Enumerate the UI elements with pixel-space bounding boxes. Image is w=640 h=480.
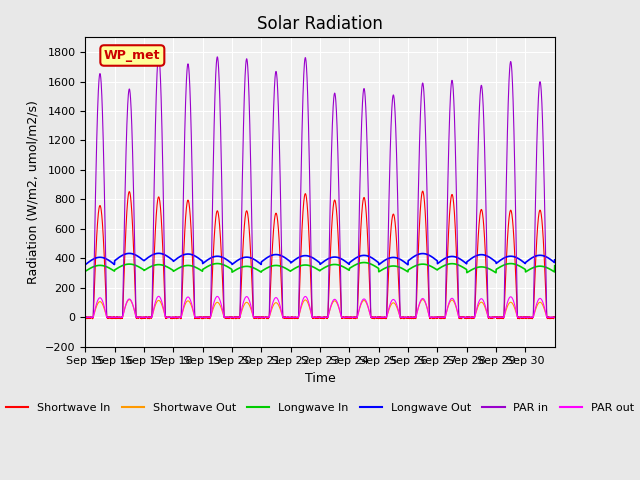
- Title: Solar Radiation: Solar Radiation: [257, 15, 383, 33]
- Longwave Out: [129, 251, 136, 257]
- PAR out: [81, 314, 89, 320]
- Longwave In: [81, 268, 89, 274]
- PAR in: [155, 53, 163, 59]
- Longwave In: [360, 260, 368, 265]
- Longwave Out: [404, 262, 412, 268]
- Line: Shortwave In: Shortwave In: [85, 191, 555, 319]
- Longwave Out: [461, 260, 469, 265]
- Longwave In: [230, 268, 237, 274]
- Line: Longwave In: Longwave In: [85, 263, 555, 273]
- PAR in: [545, 314, 552, 320]
- Shortwave In: [461, 315, 469, 321]
- Shortwave Out: [488, 314, 495, 320]
- Shortwave Out: [81, 314, 89, 320]
- PAR out: [129, 300, 136, 306]
- Shortwave In: [551, 314, 559, 320]
- Line: Shortwave Out: Shortwave Out: [85, 300, 555, 317]
- Longwave In: [129, 262, 136, 267]
- Longwave Out: [545, 255, 552, 261]
- PAR out: [545, 314, 552, 320]
- PAR out: [155, 293, 163, 299]
- PAR in: [551, 314, 559, 320]
- Longwave In: [461, 265, 468, 271]
- Shortwave Out: [348, 314, 355, 320]
- Longwave Out: [155, 251, 163, 256]
- Shortwave Out: [461, 314, 468, 320]
- Longwave In: [488, 267, 495, 273]
- PAR out: [230, 314, 237, 320]
- Shortwave Out: [230, 314, 237, 320]
- Longwave Out: [81, 262, 89, 267]
- Shortwave In: [129, 216, 136, 222]
- Longwave In: [492, 270, 500, 276]
- Longwave In: [551, 263, 559, 269]
- Shortwave In: [419, 188, 426, 194]
- Y-axis label: Radiation (W/m2, umol/m2/s): Radiation (W/m2, umol/m2/s): [26, 100, 40, 284]
- PAR out: [461, 314, 468, 320]
- Longwave Out: [551, 257, 559, 263]
- Longwave Out: [348, 258, 356, 264]
- X-axis label: Time: Time: [305, 372, 335, 385]
- Shortwave Out: [551, 314, 559, 320]
- Shortwave In: [371, 316, 378, 322]
- PAR in: [348, 314, 356, 320]
- PAR in: [488, 314, 495, 320]
- PAR in: [230, 314, 237, 320]
- Shortwave In: [81, 315, 89, 321]
- Shortwave In: [348, 314, 355, 320]
- Shortwave Out: [545, 314, 552, 320]
- Longwave Out: [488, 256, 495, 262]
- Longwave Out: [230, 260, 237, 266]
- PAR in: [81, 314, 89, 320]
- Shortwave Out: [419, 297, 426, 302]
- PAR out: [348, 314, 356, 320]
- PAR out: [488, 314, 495, 320]
- Shortwave In: [230, 315, 237, 321]
- Longwave In: [348, 264, 355, 270]
- Line: PAR out: PAR out: [85, 296, 555, 317]
- Shortwave In: [545, 315, 552, 321]
- Longwave In: [545, 265, 552, 271]
- Line: PAR in: PAR in: [85, 56, 555, 317]
- Shortwave In: [488, 315, 495, 321]
- PAR in: [461, 314, 468, 320]
- Legend: Shortwave In, Shortwave Out, Longwave In, Longwave Out, PAR in, PAR out: Shortwave In, Shortwave Out, Longwave In…: [2, 399, 638, 418]
- Text: WP_met: WP_met: [104, 49, 161, 62]
- PAR out: [551, 314, 559, 320]
- Line: Longwave Out: Longwave Out: [85, 253, 555, 265]
- Shortwave Out: [129, 300, 136, 306]
- PAR in: [129, 135, 136, 141]
